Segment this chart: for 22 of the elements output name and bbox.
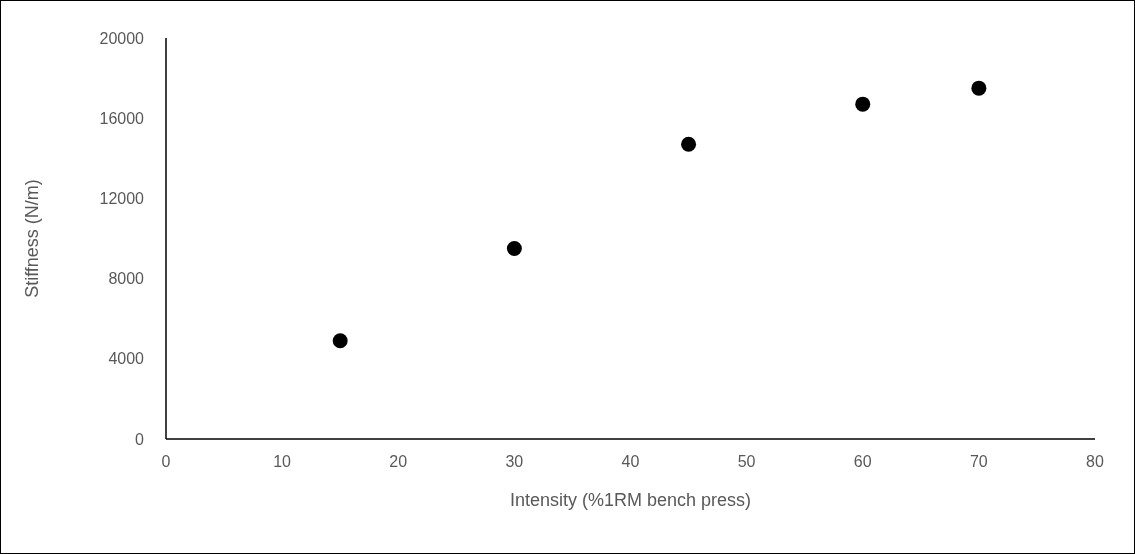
point bbox=[506, 241, 522, 257]
x-axis-title: Intensity (%1RM bench press) bbox=[509, 490, 752, 510]
y-tick-label: 12000 bbox=[99, 190, 145, 207]
x-tick-label: 50 bbox=[737, 453, 756, 470]
y-tick-label: 0 bbox=[135, 430, 145, 448]
point bbox=[332, 333, 348, 349]
y-tick-label: 4000 bbox=[108, 350, 145, 368]
point bbox=[971, 80, 987, 96]
x-tick-label: 10 bbox=[273, 453, 292, 470]
y-tick-label: 16000 bbox=[99, 109, 145, 127]
x-tick-label: 20 bbox=[389, 453, 408, 470]
y-axis-title: Stiffness (N/m) bbox=[22, 179, 42, 298]
x-tick-label: 80 bbox=[1086, 453, 1104, 470]
y-tick-label: 8000 bbox=[108, 270, 145, 288]
y-tick-label: 20000 bbox=[99, 29, 145, 47]
x-tick-label: 30 bbox=[505, 453, 524, 470]
x-tick-label: 40 bbox=[621, 453, 640, 470]
x-tick-label: 70 bbox=[969, 453, 988, 470]
point bbox=[681, 136, 697, 152]
point bbox=[855, 96, 871, 112]
x-tick-label: 0 bbox=[161, 453, 171, 470]
x-tick-label: 60 bbox=[853, 453, 872, 470]
